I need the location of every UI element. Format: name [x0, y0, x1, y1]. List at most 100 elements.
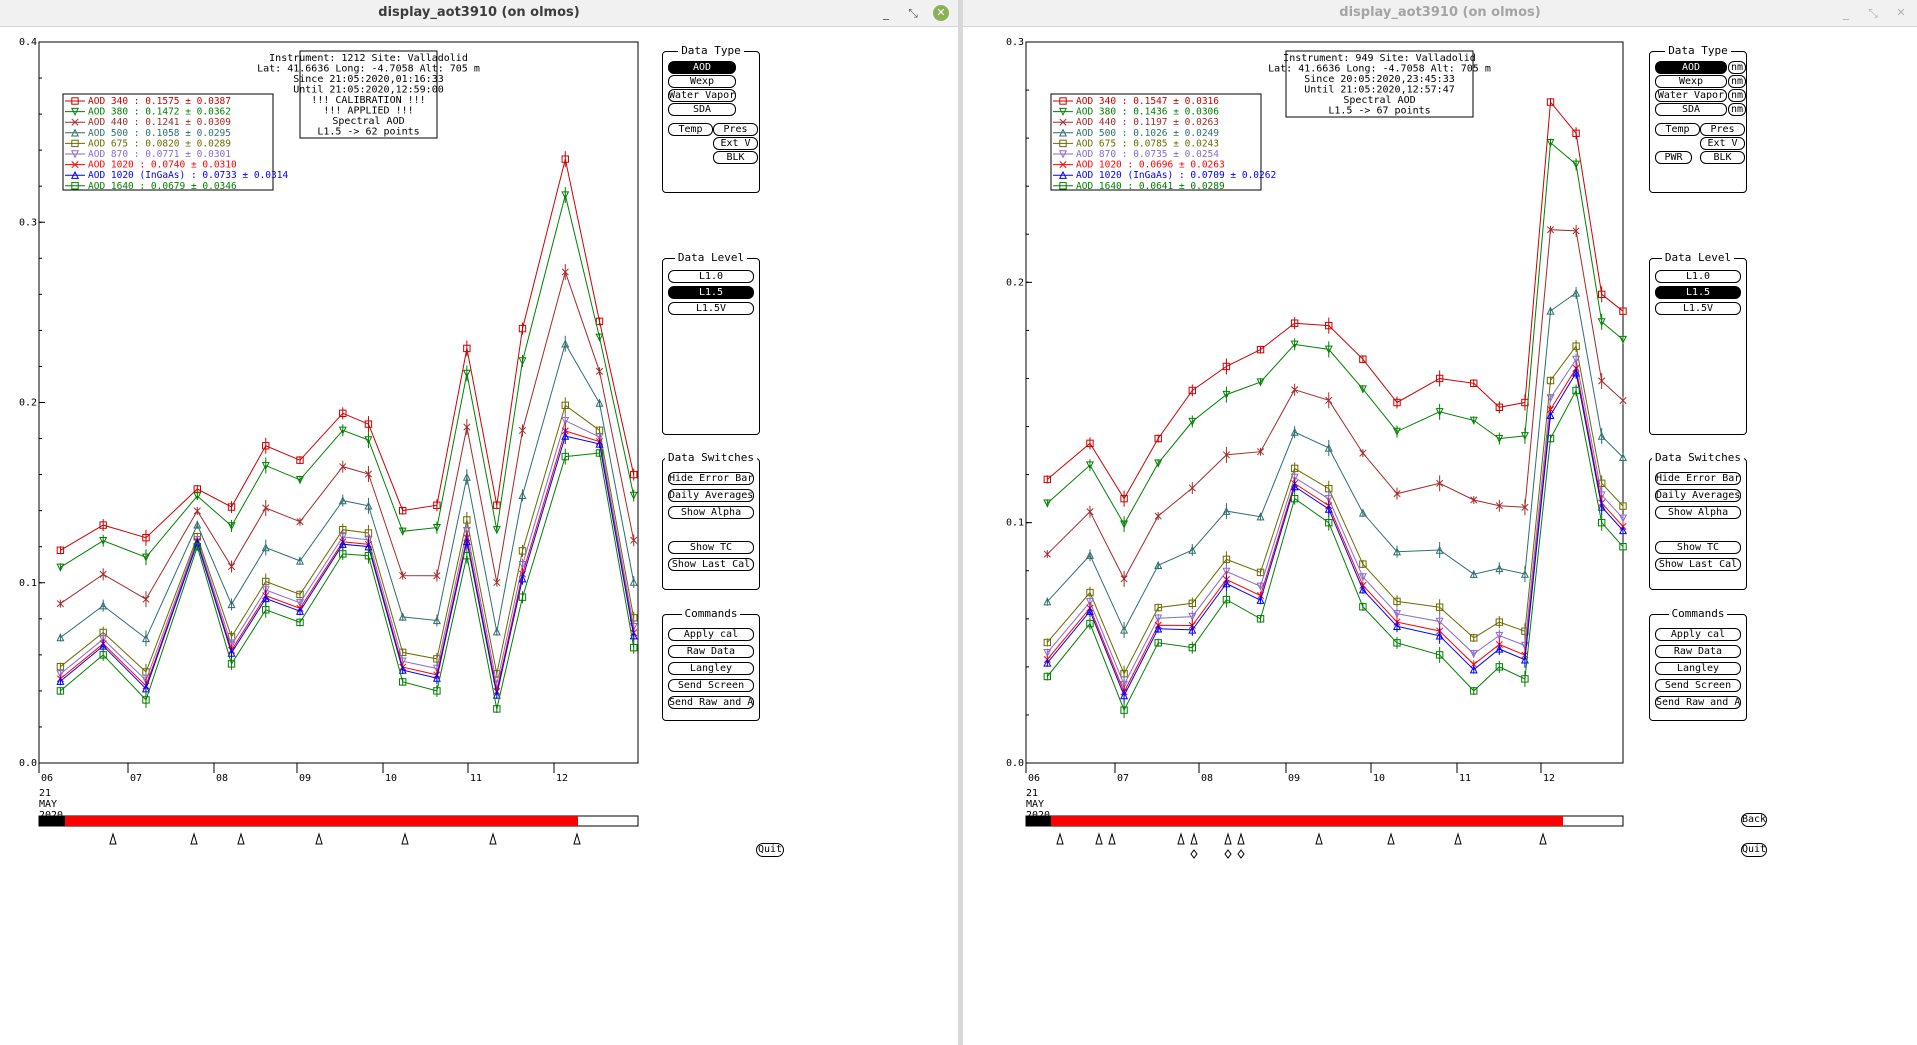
minimize-icon[interactable]: _: [1843, 6, 1849, 20]
command-button[interactable]: Apply cal: [668, 628, 754, 641]
maximize-icon[interactable]: ⤡: [908, 6, 918, 20]
quit-button[interactable]: Quit: [1741, 843, 1767, 857]
nm-button[interactable]: nm: [1728, 103, 1746, 116]
data-point: [630, 536, 638, 544]
maximize-icon[interactable]: ⤡: [1868, 6, 1878, 20]
command-button[interactable]: Langley: [668, 662, 754, 675]
command-button[interactable]: Send Screen: [1655, 679, 1741, 692]
data-type-button[interactable]: Wexp: [1655, 75, 1727, 88]
command-button[interactable]: Langley: [1655, 662, 1741, 675]
data-point: [1546, 411, 1555, 420]
data-point: [56, 670, 65, 679]
switch-button[interactable]: Hide Error Bars: [1655, 472, 1741, 485]
ext-v-button[interactable]: Ext V: [1700, 137, 1745, 150]
ext-v-button[interactable]: Ext V: [713, 137, 758, 150]
minimize-icon[interactable]: _: [883, 6, 889, 20]
data-type-button[interactable]: SDA: [668, 103, 736, 116]
data-point: [1435, 374, 1444, 383]
blk-button[interactable]: BLK: [713, 151, 758, 164]
command-button[interactable]: Send Raw and AOD: [1655, 696, 1741, 709]
panel-title: Commands: [1650, 607, 1746, 620]
data-point: [1521, 503, 1529, 511]
command-button[interactable]: Raw Data: [668, 645, 754, 658]
data-switches-panel: Data Switches Hide Error Bars Daily Averag…: [662, 451, 760, 590]
switch-button[interactable]: Show TC: [1655, 541, 1741, 554]
temp-button[interactable]: Temp: [1655, 123, 1700, 136]
data-point: [1392, 427, 1402, 436]
command-button[interactable]: Send Raw and AOD: [668, 696, 754, 709]
info-line: Since 21:05:2020,01:16:33: [293, 74, 444, 85]
data-point: [142, 696, 150, 704]
data-level-button[interactable]: L1.0: [1655, 270, 1741, 283]
y-tick-label: 0.2: [1006, 277, 1024, 288]
data-point: [1291, 386, 1299, 394]
event-triangle-icon: [489, 832, 497, 845]
pres-button[interactable]: Pres: [1700, 123, 1745, 136]
data-point: [1618, 514, 1628, 523]
data-point: [1546, 376, 1555, 385]
data-type-button[interactable]: Water Vapor: [668, 89, 736, 102]
legend-marker: [70, 128, 80, 137]
data-level-button[interactable]: L1.5V: [1655, 302, 1741, 315]
command-button[interactable]: Apply cal: [1655, 628, 1741, 641]
series-line: [1046, 141, 1624, 526]
nm-button[interactable]: nm: [1728, 75, 1746, 88]
data-point: [1546, 394, 1555, 403]
blk-button[interactable]: BLK: [1700, 151, 1745, 164]
switch-button[interactable]: Hide Error Bars: [668, 472, 754, 485]
data-level-button[interactable]: L1.0: [668, 270, 754, 283]
back-button[interactable]: Back: [1741, 813, 1767, 827]
switch-button[interactable]: Show TC: [668, 541, 754, 554]
data-level-button[interactable]: L1.5: [668, 286, 754, 299]
data-point: [561, 431, 570, 440]
data-type-button[interactable]: Wexp: [668, 75, 736, 88]
command-button[interactable]: Send Screen: [668, 679, 754, 692]
data-type-button[interactable]: AOD: [1655, 61, 1727, 74]
data-point: [398, 612, 407, 621]
nm-button[interactable]: nm: [1728, 61, 1746, 74]
temp-button[interactable]: Temp: [668, 123, 713, 136]
left-window: display_aot3910 (on olmos) _ ⤡ ✕ 0.4 0.3 0…: [0, 0, 958, 1045]
data-level-button[interactable]: L1.5: [1655, 286, 1741, 299]
pres-button[interactable]: Pres: [713, 123, 758, 136]
data-type-button[interactable]: Water Vapor: [1655, 89, 1727, 102]
switch-button[interactable]: Daily Averages: [1655, 489, 1741, 502]
data-point: [1222, 390, 1231, 399]
switch-button[interactable]: Show Alpha: [668, 506, 754, 519]
data-point: [1043, 499, 1052, 508]
switch-button[interactable]: Daily Averages: [668, 489, 754, 502]
x-tick-label: 10: [385, 773, 397, 784]
switch-button[interactable]: Show Alpha: [1655, 506, 1741, 519]
switch-button[interactable]: Show Last Cal: [1655, 558, 1741, 571]
data-type-button[interactable]: SDA: [1655, 103, 1727, 116]
nm-button[interactable]: nm: [1728, 89, 1746, 102]
data-point: [398, 527, 407, 536]
legend-entry: AOD 340 : 0.1547 ± 0.0316: [1076, 96, 1219, 107]
data-type-button[interactable]: AOD: [668, 61, 736, 74]
close-icon[interactable]: ✕: [933, 5, 949, 21]
data-point: [99, 570, 107, 578]
x-tick-label: 07: [130, 773, 142, 784]
data-point: [56, 633, 65, 642]
data-level-button[interactable]: L1.5V: [668, 302, 754, 315]
command-button[interactable]: Raw Data: [1655, 645, 1741, 658]
close-icon[interactable]: ✕: [1896, 6, 1906, 19]
data-point: [1222, 567, 1231, 576]
data-point: [1435, 408, 1444, 417]
data-point: [630, 470, 638, 479]
legend-marker: [1058, 170, 1068, 179]
data-point: [1435, 617, 1444, 626]
event-diamond-icon: [1224, 849, 1232, 859]
title-bar: display_aot3910 (on olmos) _ ⤡ ✕: [963, 0, 1917, 27]
data-point: [1120, 691, 1129, 700]
quit-button[interactable]: Quit: [756, 843, 784, 857]
data-point: [193, 507, 201, 515]
x-tick-label: 12: [556, 773, 568, 784]
switch-button[interactable]: Show Last Cal: [668, 558, 754, 571]
pwr-button[interactable]: PWR: [1655, 151, 1692, 164]
data-point: [595, 449, 604, 457]
data-point: [1290, 494, 1299, 503]
data-point: [1222, 506, 1231, 515]
event-triangle-icon: [1190, 832, 1198, 845]
panel-title: Data Switches: [1650, 451, 1746, 464]
